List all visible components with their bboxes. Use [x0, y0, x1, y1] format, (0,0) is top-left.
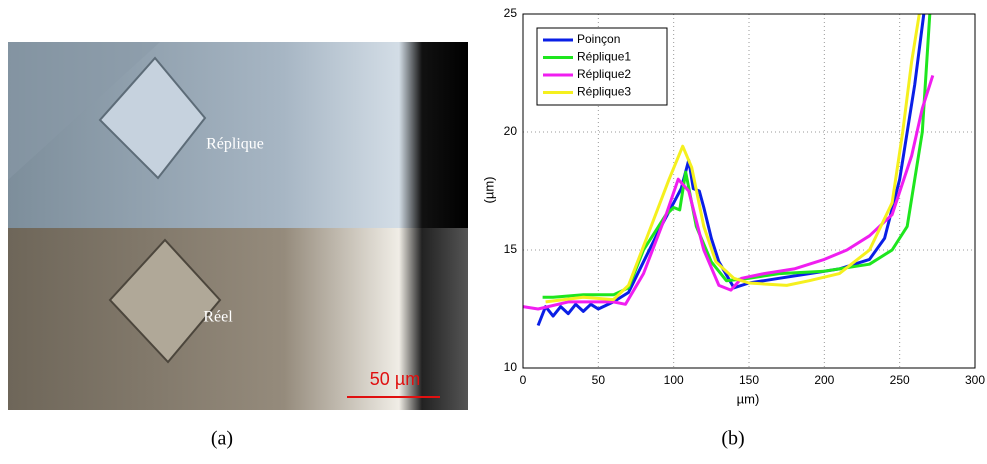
y-axis-label: (µm) [481, 177, 496, 204]
legend-label: Réplique1 [577, 50, 631, 64]
x-tick-label: 100 [664, 373, 684, 387]
legend-label: Réplique3 [577, 85, 631, 99]
photo: Réplique Réel 50 µm [8, 42, 468, 410]
legend-label: Poinçon [577, 32, 620, 46]
x-tick-label: 50 [592, 373, 606, 387]
x-tick-label: 150 [739, 373, 759, 387]
indent-bottom [108, 238, 222, 364]
photo-real [8, 228, 468, 410]
indent-top [98, 56, 207, 180]
photo-shade [8, 42, 160, 180]
x-axis-label: µm) [737, 391, 760, 406]
x-tick-label: 0 [520, 373, 527, 387]
x-tick-label: 300 [965, 373, 985, 387]
photo-label: Réel [203, 309, 233, 326]
x-tick-label: 250 [890, 373, 910, 387]
photo-label: Réplique [206, 136, 264, 153]
legend-label: Réplique2 [577, 67, 631, 81]
caption: (a) [211, 428, 233, 450]
y-tick-label: 25 [504, 6, 518, 20]
y-tick-label: 20 [504, 124, 518, 138]
plot-frame [522, 13, 976, 369]
caption: (b) [721, 428, 744, 450]
y-tick-label: 15 [504, 242, 518, 256]
x-tick-label: 200 [814, 373, 834, 387]
scale-label: 50 µm [370, 369, 420, 389]
series-line [545, 13, 921, 304]
y-tick-label: 10 [504, 360, 518, 374]
